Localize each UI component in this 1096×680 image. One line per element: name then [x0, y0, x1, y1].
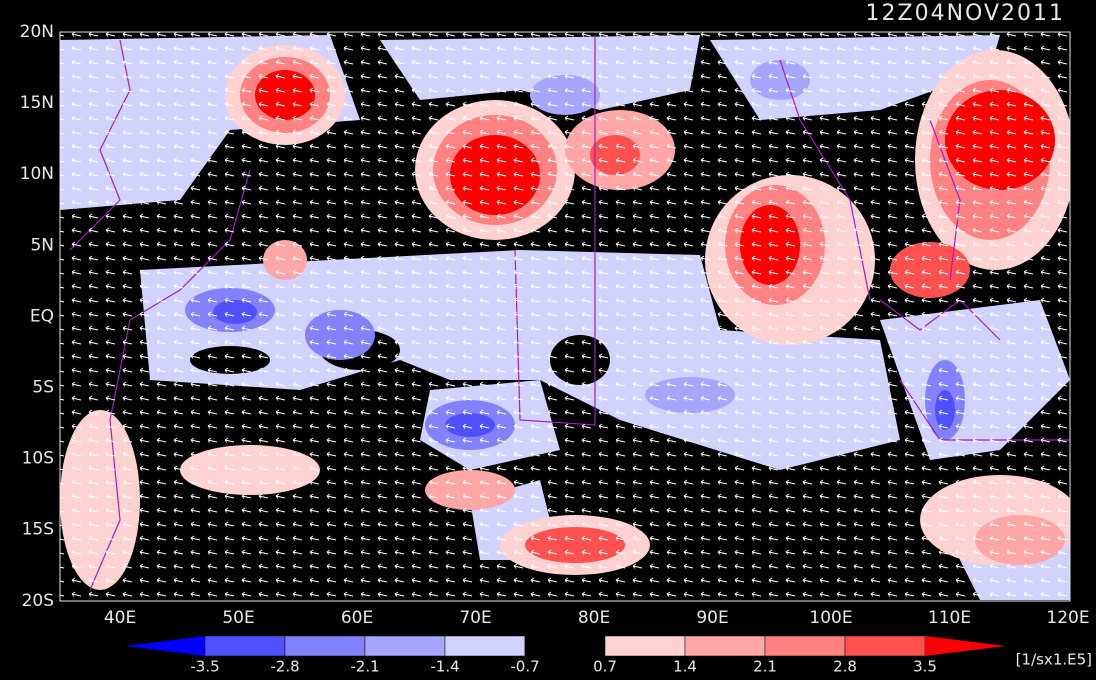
colorbar-label: -0.7 — [510, 658, 539, 676]
colorbar-label: -1.4 — [430, 658, 459, 676]
plot-frame — [59, 31, 1071, 602]
colorbar-label: 2.8 — [833, 658, 857, 676]
colorbar-label: 3.5 — [913, 658, 937, 676]
colorbar-segment — [204, 635, 286, 657]
colorbar-segment — [444, 635, 526, 657]
colorbar-label: 1.4 — [673, 658, 697, 676]
lon-label: 80E — [578, 608, 610, 628]
map-title: 12Z04NOV2011 — [866, 1, 1065, 26]
colorbar-label: -3.5 — [190, 658, 219, 676]
colorbar-label: 2.1 — [753, 658, 777, 676]
field — [60, 32, 1070, 601]
colorbar-label: -2.8 — [270, 658, 299, 676]
lat-label: 20N — [20, 22, 54, 42]
colorbar-unit: [1/sx1.E5] — [1016, 651, 1092, 669]
lat-label: 5S — [32, 378, 54, 398]
colorbar-arrow — [925, 636, 1005, 656]
lat-label: 15S — [22, 520, 54, 540]
colorbar-segment — [524, 635, 606, 657]
lon-label: 100E — [809, 608, 852, 628]
lon-label: 90E — [696, 608, 728, 628]
colorbar-segment — [284, 635, 366, 657]
lat-label: 5N — [30, 235, 54, 255]
colorbar-segment — [684, 635, 766, 657]
axis-labels: 20N 15N 10N 5N EQ 5S 10S 15S 20S 40E 50E 60E 70E 80E 9… — [20, 22, 1090, 628]
colorbar-arrow — [125, 636, 205, 656]
colorbar-segment — [764, 635, 846, 657]
lon-label: 50E — [222, 608, 254, 628]
colorbar-label: -2.1 — [350, 658, 379, 676]
lat-label: EQ — [30, 306, 54, 326]
lon-label: 120E — [1046, 608, 1089, 628]
colorbar: -3.5 -2.8 -2.1 -1.4 -0.7 0.7 1.4 2.1 2.8 3.5 — [125, 635, 1005, 676]
lat-label: 10N — [20, 164, 54, 184]
lon-label: 40E — [104, 608, 136, 628]
lat-label: 15N — [20, 93, 54, 113]
colorbar-label: 0.7 — [593, 658, 617, 676]
lon-label: 60E — [341, 608, 373, 628]
colorbar-segment — [604, 635, 686, 657]
colorbar-segment — [844, 635, 926, 657]
lon-label: 70E — [459, 608, 491, 628]
colorbar-segment — [364, 635, 446, 657]
lat-label: 10S — [22, 449, 54, 469]
lon-label: 110E — [928, 608, 971, 628]
lat-label: 20S — [22, 591, 54, 611]
